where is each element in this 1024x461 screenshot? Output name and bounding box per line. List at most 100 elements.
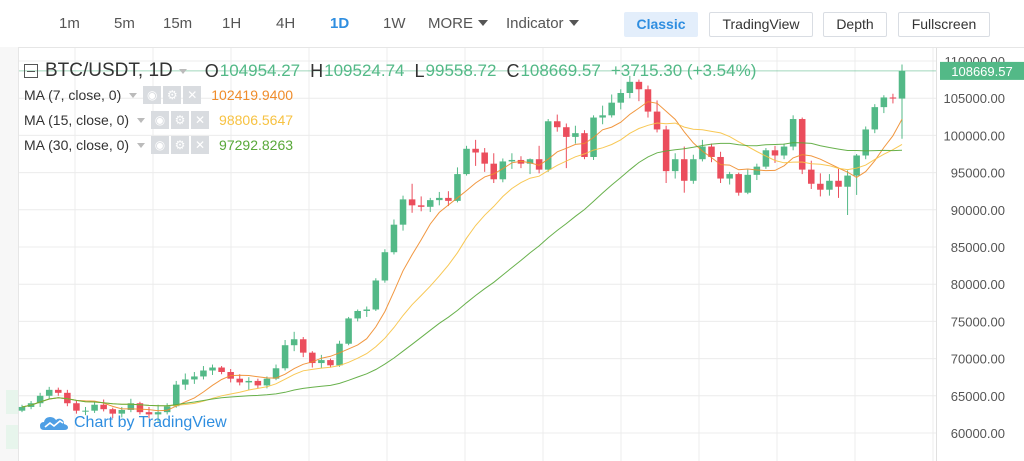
candle[interactable]: [426, 197, 434, 213]
candle[interactable]: [472, 139, 479, 166]
candle[interactable]: [626, 75, 634, 99]
candle[interactable]: [490, 153, 498, 184]
candle[interactable]: [744, 169, 752, 195]
candle[interactable]: [735, 172, 742, 196]
interval-1d[interactable]: 1D: [330, 15, 350, 32]
candle[interactable]: [635, 79, 643, 102]
candle[interactable]: [218, 366, 225, 375]
ma-legend-row[interactable]: MA (7, close, 0) ◉ ⚙ ✕ 102419.9400: [24, 85, 293, 105]
candle[interactable]: [254, 378, 262, 389]
candle[interactable]: [717, 151, 724, 184]
candle[interactable]: [109, 407, 116, 419]
view-fullscreen-button[interactable]: Fullscreen: [898, 12, 990, 37]
candle[interactable]: [136, 401, 144, 415]
candle[interactable]: [889, 93, 897, 104]
candle[interactable]: [290, 331, 298, 352]
view-depth-button[interactable]: Depth: [823, 12, 887, 37]
close-icon[interactable]: ✕: [191, 136, 210, 154]
candle[interactable]: [508, 153, 516, 169]
candle[interactable]: [780, 143, 788, 160]
candle[interactable]: [817, 173, 824, 197]
candle[interactable]: [445, 191, 452, 207]
tradingview-watermark[interactable]: Chart by TradingView: [40, 414, 227, 432]
candle[interactable]: [390, 219, 398, 255]
candle[interactable]: [835, 168, 842, 198]
candle[interactable]: [762, 148, 770, 169]
interval-1h[interactable]: 1H: [222, 15, 242, 32]
eye-icon[interactable]: ◉: [143, 86, 162, 104]
candle[interactable]: [172, 380, 180, 408]
candle[interactable]: [236, 374, 243, 386]
candle[interactable]: [671, 153, 679, 179]
candle[interactable]: [191, 371, 198, 384]
candle[interactable]: [553, 114, 561, 132]
candle[interactable]: [517, 156, 525, 169]
candle[interactable]: [45, 386, 53, 400]
ma-legend-row[interactable]: MA (30, close, 0) ◉ ⚙ ✕ 97292.8263: [24, 135, 293, 155]
candle[interactable]: [880, 95, 888, 114]
candle[interactable]: [363, 306, 371, 317]
collapse-legend-icon[interactable]: [24, 64, 38, 78]
candle[interactable]: [345, 316, 352, 346]
candle[interactable]: [572, 125, 579, 144]
chart-pane[interactable]: [18, 47, 1024, 461]
candle[interactable]: [526, 158, 534, 175]
candle[interactable]: [354, 309, 361, 322]
interval-1m[interactable]: 1m: [59, 15, 80, 32]
candle[interactable]: [18, 404, 26, 413]
candle[interactable]: [690, 154, 697, 184]
candle[interactable]: [100, 399, 107, 412]
candle[interactable]: [653, 100, 661, 133]
eye-icon[interactable]: ◉: [151, 136, 170, 154]
close-icon[interactable]: ✕: [191, 111, 210, 129]
candle[interactable]: [299, 337, 307, 358]
candle[interactable]: [182, 373, 189, 390]
candle[interactable]: [309, 351, 316, 368]
symbol-label[interactable]: BTC/USDT, 1D: [45, 60, 173, 81]
candle[interactable]: [399, 195, 407, 231]
interval-5m[interactable]: 5m: [114, 15, 135, 32]
candle[interactable]: [163, 403, 171, 415]
candle[interactable]: [844, 170, 851, 216]
candle[interactable]: [327, 358, 334, 368]
candle[interactable]: [127, 398, 135, 413]
candle[interactable]: [408, 183, 416, 213]
chevron-down-icon[interactable]: [129, 92, 138, 98]
candle[interactable]: [499, 158, 507, 183]
candle[interactable]: [55, 387, 62, 396]
candle[interactable]: [91, 401, 98, 413]
candle[interactable]: [372, 278, 380, 311]
chevron-down-icon[interactable]: [137, 142, 146, 148]
candle[interactable]: [154, 404, 162, 422]
candle[interactable]: [381, 249, 389, 283]
candle[interactable]: [145, 406, 153, 419]
candle[interactable]: [726, 171, 733, 185]
candle[interactable]: [826, 174, 833, 196]
candle[interactable]: [73, 401, 80, 414]
interval-4h[interactable]: 4H: [276, 15, 296, 32]
candle[interactable]: [436, 191, 443, 206]
candle[interactable]: [82, 406, 89, 416]
candle[interactable]: [708, 143, 715, 163]
candle[interactable]: [281, 340, 289, 371]
candle[interactable]: [789, 115, 797, 151]
indicator-dropdown[interactable]: Indicator: [506, 15, 579, 32]
candle[interactable]: [798, 117, 806, 175]
candle[interactable]: [535, 145, 543, 174]
candle[interactable]: [245, 377, 253, 390]
candle[interactable]: [417, 196, 425, 212]
candle[interactable]: [871, 104, 879, 134]
candle[interactable]: [898, 64, 906, 139]
candle[interactable]: [200, 366, 207, 380]
candle[interactable]: [599, 105, 606, 125]
candle[interactable]: [808, 160, 815, 189]
chevron-down-icon[interactable]: [178, 68, 187, 74]
candle[interactable]: [463, 145, 470, 176]
candle[interactable]: [454, 167, 461, 203]
candle[interactable]: [36, 392, 44, 407]
interval-1w[interactable]: 1W: [383, 15, 406, 32]
candle[interactable]: [853, 154, 860, 195]
candle[interactable]: [209, 364, 216, 375]
close-icon[interactable]: ✕: [183, 86, 202, 104]
candle[interactable]: [544, 119, 552, 172]
